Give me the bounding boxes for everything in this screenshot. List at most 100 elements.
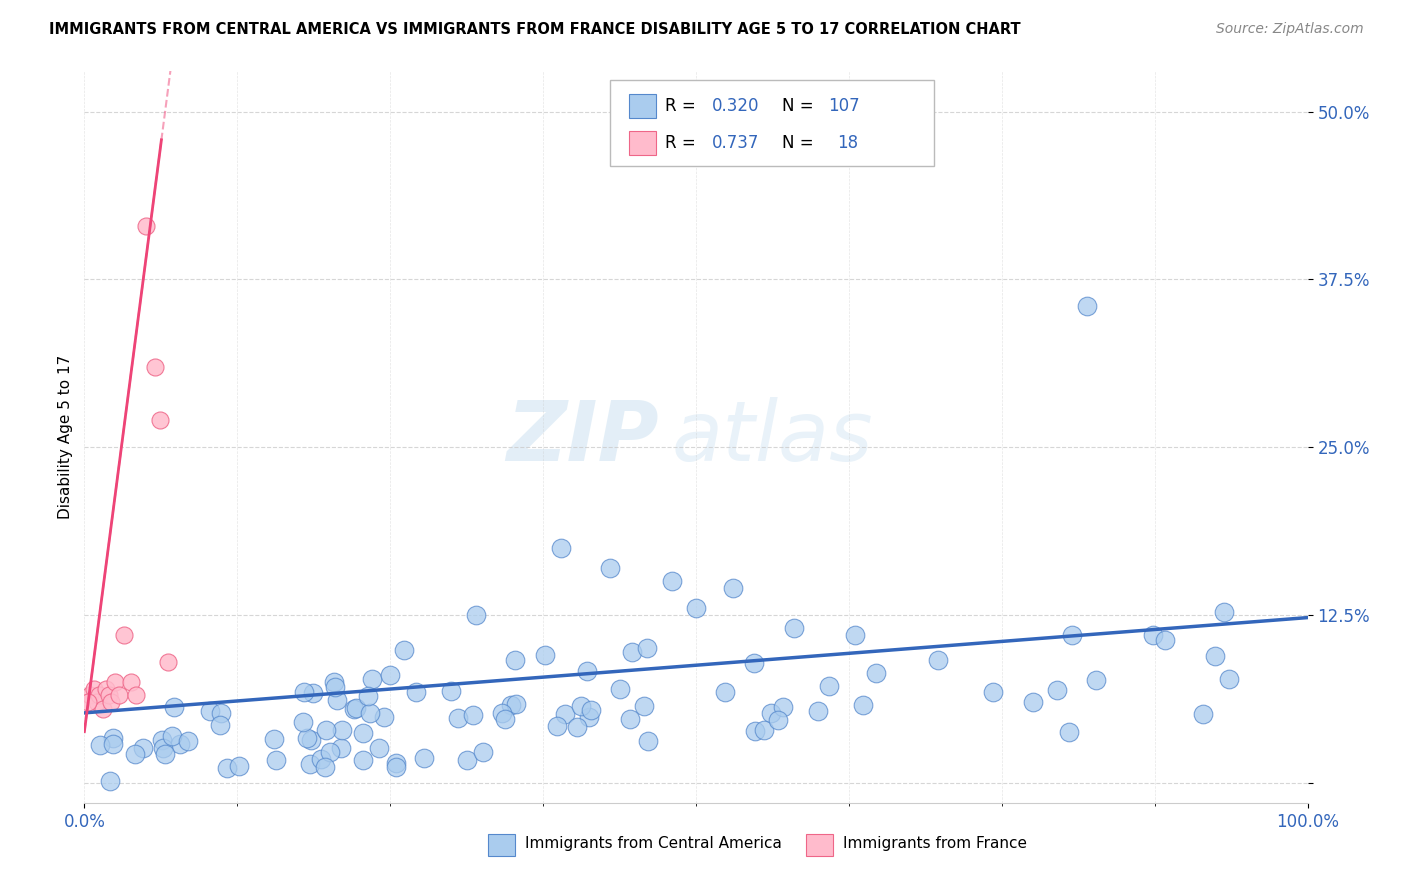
Point [661, 574, 683, 589]
Point [547, 719, 569, 733]
Point [330, 723, 353, 737]
Point [581, 703, 603, 717]
Point [505, 697, 527, 711]
Point [352, 753, 374, 767]
Point [103, 737, 125, 751]
Point [807, 704, 830, 718]
Point [264, 753, 287, 767]
Point [713, 685, 735, 699]
Point [983, 685, 1005, 699]
Point [135, 219, 157, 233]
Point [169, 737, 191, 751]
Point [309, 752, 332, 766]
Bar [806, 834, 832, 856]
Text: 0.737: 0.737 [711, 134, 759, 152]
Point [1142, 627, 1164, 641]
Text: R =: R = [665, 134, 702, 152]
Point [405, 685, 427, 699]
Text: R =: R = [665, 97, 702, 115]
Point [844, 628, 866, 642]
Point [927, 653, 949, 667]
Point [447, 711, 470, 725]
Point [208, 717, 231, 731]
Text: Immigrants from France: Immigrants from France [842, 836, 1026, 851]
Point [326, 692, 349, 706]
Bar [628, 95, 655, 118]
Bar [628, 131, 655, 154]
Point [569, 698, 592, 713]
Point [744, 656, 766, 670]
Point [491, 706, 513, 720]
Point [329, 741, 352, 756]
Point [412, 751, 434, 765]
Point [77, 695, 100, 709]
Point [633, 699, 655, 714]
Point [160, 729, 183, 743]
Point [323, 675, 346, 690]
Point [177, 734, 200, 748]
Point [575, 664, 598, 678]
Point [143, 359, 166, 374]
Point [319, 745, 342, 759]
Point [86, 695, 108, 709]
Point [209, 706, 232, 720]
Point [463, 707, 485, 722]
Point [503, 653, 526, 667]
Point [578, 709, 600, 723]
Point [98, 774, 121, 789]
Point [150, 733, 173, 747]
Point [1084, 673, 1107, 687]
Point [343, 702, 366, 716]
Point [228, 759, 250, 773]
Point [125, 689, 148, 703]
Point [367, 740, 389, 755]
Text: Source: ZipAtlas.com: Source: ZipAtlas.com [1216, 22, 1364, 37]
Point [754, 723, 776, 738]
Point [112, 628, 135, 642]
Point [619, 712, 641, 726]
FancyBboxPatch shape [610, 80, 935, 167]
Point [198, 704, 221, 718]
Point [357, 689, 380, 703]
Point [534, 648, 557, 662]
Point [292, 714, 315, 729]
Point [104, 675, 127, 690]
Point [152, 741, 174, 756]
Point [149, 413, 172, 427]
Text: atlas: atlas [672, 397, 873, 477]
Point [772, 699, 794, 714]
Point [107, 689, 129, 703]
Point [79, 689, 101, 703]
Point [599, 561, 621, 575]
Point [360, 672, 382, 686]
Point [344, 701, 367, 715]
Point [302, 686, 325, 700]
Point [783, 621, 806, 635]
Point [456, 753, 478, 767]
Point [636, 641, 658, 656]
Point [865, 666, 887, 681]
Point [1057, 725, 1080, 739]
Point [392, 643, 415, 657]
Point [744, 724, 766, 739]
Point [385, 760, 408, 774]
Point [817, 679, 839, 693]
Point [621, 645, 644, 659]
Point [721, 581, 744, 595]
Text: N =: N = [782, 134, 818, 152]
Y-axis label: Disability Age 5 to 17: Disability Age 5 to 17 [58, 355, 73, 519]
Point [89, 738, 111, 752]
Point [472, 745, 495, 759]
Point [359, 706, 381, 720]
Text: 0.320: 0.320 [711, 97, 759, 115]
Text: N =: N = [782, 97, 818, 115]
Text: IMMIGRANTS FROM CENTRAL AMERICA VS IMMIGRANTS FROM FRANCE DISABILITY AGE 5 TO 17: IMMIGRANTS FROM CENTRAL AMERICA VS IMMIG… [49, 22, 1021, 37]
Point [352, 726, 374, 740]
Point [156, 655, 179, 669]
Point [609, 682, 631, 697]
Point [163, 700, 186, 714]
Point [263, 731, 285, 746]
Point [323, 680, 346, 694]
Point [1218, 672, 1240, 686]
Point [97, 689, 120, 703]
